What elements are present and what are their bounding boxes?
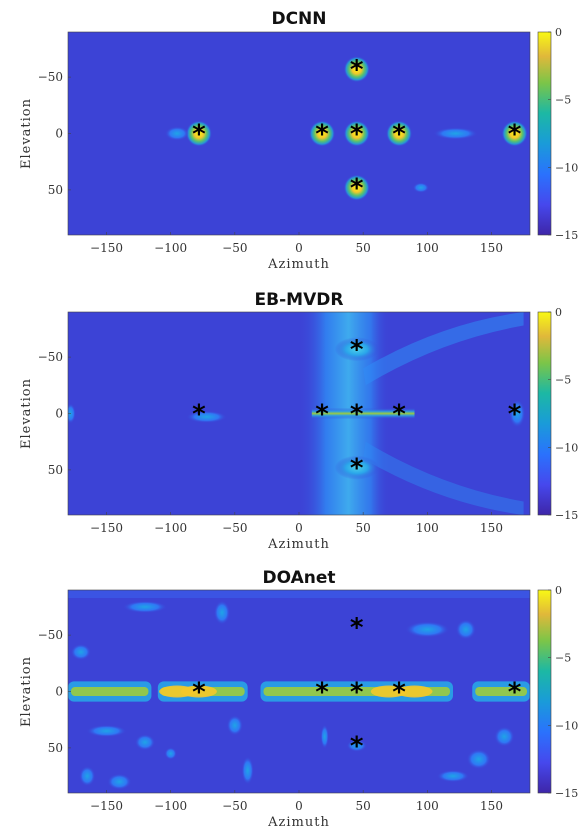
colorbar-tick-label: −5	[555, 94, 571, 107]
x-tick-label: −150	[90, 241, 123, 255]
source-marker-5: *	[349, 613, 365, 643]
x-tick-label: 100	[416, 241, 439, 255]
x-tick-label: 0	[295, 241, 303, 255]
colorbar-tick-label: −15	[555, 509, 578, 522]
source-marker-4: *	[507, 120, 523, 150]
x-tick-label: 150	[480, 241, 503, 255]
source-marker-1: *	[314, 120, 330, 150]
x-tick-label: 100	[416, 521, 439, 535]
y-tick-label: 50	[48, 741, 63, 755]
source-marker-5: *	[349, 335, 365, 365]
source-marker-2: *	[349, 400, 365, 430]
x-tick-label: −100	[154, 521, 187, 535]
colorbar-tick-label: −15	[555, 229, 578, 242]
x-tick-label: 50	[356, 241, 371, 255]
chart-panel-dcnn: DCNN* * * * ***−150 −100 −50 0 50 100 150−50050Azi…	[19, 9, 578, 272]
x-tick-label: −150	[90, 521, 123, 535]
x-tick-label: −100	[154, 241, 187, 255]
source-marker-2: *	[349, 120, 365, 150]
x-tick-label: 0	[295, 799, 303, 813]
source-marker-5: *	[349, 55, 365, 85]
heatmap-content	[68, 590, 530, 790]
source-marker-3: *	[391, 120, 407, 150]
colorbar-tick-label: −10	[555, 441, 578, 454]
y-axis-label: Elevation	[19, 98, 34, 169]
x-tick-label: 50	[356, 521, 371, 535]
source-marker-0: *	[191, 400, 207, 430]
source-marker-2: *	[349, 678, 365, 708]
source-marker-4: *	[507, 678, 523, 708]
source-marker-6: *	[349, 174, 365, 204]
y-tick-label: 50	[48, 183, 63, 197]
colorbar-tick-label: 0	[555, 584, 562, 597]
x-axis-label: Azimuth	[267, 815, 330, 830]
colorbar-tick-label: 0	[555, 306, 562, 319]
heatmap-content	[68, 312, 526, 515]
x-tick-label: 150	[480, 799, 503, 813]
chart-panel-eb-mvdr: EB-MVDR* * * * ***−150 −100 −50 0 50 100 150−50050…	[19, 290, 578, 552]
colorbar-tick-label: −5	[555, 652, 571, 665]
chart-title: DCNN	[271, 9, 326, 29]
y-axis-label: Elevation	[19, 378, 34, 449]
colorbar	[537, 31, 552, 236]
y-tick-label: 0	[55, 407, 63, 421]
x-tick-label: −50	[222, 799, 247, 813]
x-tick-label: 50	[356, 799, 371, 813]
y-axis-label: Elevation	[19, 656, 34, 727]
x-tick-label: 0	[295, 521, 303, 535]
x-tick-label: −50	[222, 521, 247, 535]
source-marker-0: *	[191, 678, 207, 708]
x-axis-label: Azimuth	[267, 257, 330, 272]
source-marker-4: *	[507, 400, 523, 430]
heatmap-content	[165, 56, 528, 201]
colorbar	[537, 311, 552, 516]
colorbar-tick-label: −5	[555, 374, 571, 387]
chart-title: DOAnet	[262, 568, 335, 588]
source-marker-3: *	[391, 678, 407, 708]
x-tick-label: −150	[90, 799, 123, 813]
colorbar-tick-label: −10	[555, 719, 578, 732]
y-tick-label: −50	[38, 350, 63, 364]
y-tick-label: −50	[38, 628, 63, 642]
colorbar-tick-label: −15	[555, 787, 578, 800]
x-axis-label: Azimuth	[267, 537, 330, 552]
y-tick-label: 0	[55, 127, 63, 141]
chart-panel-doanet: DOAnet* * * * ***−150 −100 −50 0 50 100 150−50050A…	[19, 568, 578, 830]
source-marker-0: *	[191, 120, 207, 150]
source-marker-6: *	[349, 732, 365, 762]
colorbar-tick-label: −10	[555, 161, 578, 174]
source-marker-1: *	[314, 678, 330, 708]
colorbar	[537, 589, 552, 794]
colorbar-tick-label: 0	[555, 26, 562, 39]
y-tick-label: −50	[38, 70, 63, 84]
chart-title: EB-MVDR	[255, 290, 344, 310]
x-tick-label: 150	[480, 521, 503, 535]
y-tick-label: 0	[55, 685, 63, 699]
source-marker-3: *	[391, 400, 407, 430]
x-tick-label: −50	[222, 241, 247, 255]
source-marker-6: *	[349, 454, 365, 484]
y-tick-label: 50	[48, 463, 63, 477]
x-tick-label: −100	[154, 799, 187, 813]
x-tick-label: 100	[416, 799, 439, 813]
source-marker-1: *	[314, 400, 330, 430]
